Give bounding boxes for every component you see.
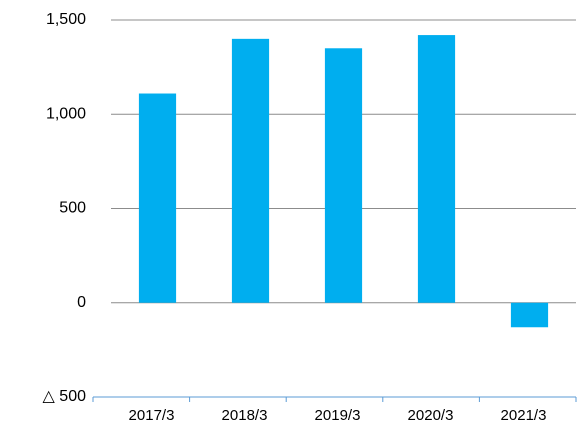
- bar: [138, 93, 177, 303]
- y-tick-label: 1,000: [46, 105, 86, 122]
- y-tick-label: 1,500: [46, 11, 86, 28]
- x-tick-label: 2019/3: [315, 407, 361, 424]
- bar: [417, 35, 456, 303]
- x-tick-label: 2021/3: [501, 407, 547, 424]
- bar: [231, 38, 270, 303]
- bar: [324, 48, 363, 303]
- y-tick-label: 0: [77, 294, 86, 311]
- bar: [510, 302, 549, 328]
- y-tick-label: 500: [59, 200, 86, 217]
- y-tick-label: △ 500: [43, 388, 87, 405]
- x-tick-label: 2017/3: [129, 407, 175, 424]
- x-tick-label: 2020/3: [408, 407, 454, 424]
- x-tick-label: 2018/3: [222, 407, 268, 424]
